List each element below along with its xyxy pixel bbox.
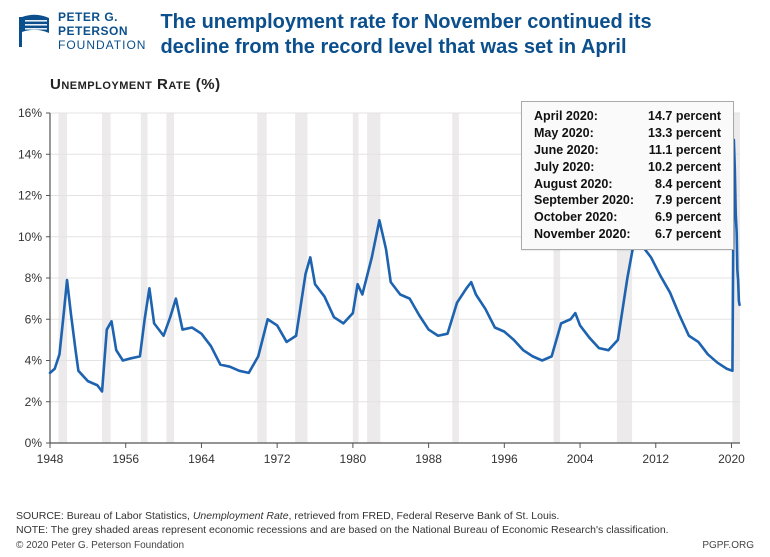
callout-label: May 2020: xyxy=(534,125,594,142)
callout-row: October 2020: 6.9 percent xyxy=(534,209,721,226)
logo: PETER G. PETERSON FOUNDATION xyxy=(16,10,146,52)
svg-text:8%: 8% xyxy=(25,271,43,285)
callout-row: April 2020: 14.7 percent xyxy=(534,108,721,125)
callout-label: September 2020: xyxy=(534,192,634,209)
svg-text:10%: 10% xyxy=(18,230,42,244)
chart-area: 0% 2% 4% 6% 8% 10% 12% 14% 16% 1948 1956 1964 1972 19… xyxy=(0,93,770,483)
callout-value: 10.2 percent xyxy=(648,159,721,176)
callout-value: 7.9 percent xyxy=(648,192,721,209)
callout-label: August 2020: xyxy=(534,176,613,193)
y-axis-title: Unemployment Rate (%) xyxy=(0,66,770,93)
svg-text:1972: 1972 xyxy=(264,452,291,466)
svg-text:1948: 1948 xyxy=(37,452,64,466)
svg-text:1988: 1988 xyxy=(415,452,442,466)
chart-title: The unemployment rate for November conti… xyxy=(160,10,720,60)
callout-value: 8.4 percent xyxy=(648,176,721,193)
logo-line1: PETER G. xyxy=(58,10,146,24)
svg-text:1964: 1964 xyxy=(188,452,215,466)
callout-label: October 2020: xyxy=(534,209,617,226)
svg-text:14%: 14% xyxy=(18,147,42,161)
svg-text:2004: 2004 xyxy=(567,452,594,466)
svg-text:2020: 2020 xyxy=(718,452,745,466)
svg-text:6%: 6% xyxy=(25,312,43,326)
svg-text:16%: 16% xyxy=(18,106,42,120)
logo-line3: FOUNDATION xyxy=(58,38,146,52)
source-line: SOURCE: Bureau of Labor Statistics, Unem… xyxy=(16,510,754,522)
callout-value: 6.9 percent xyxy=(648,209,721,226)
callout-label: July 2020: xyxy=(534,159,594,176)
source-suffix: , retrieved from FRED, Federal Reserve B… xyxy=(289,510,560,522)
footer: SOURCE: Bureau of Labor Statistics, Unem… xyxy=(16,510,754,551)
flag-icon xyxy=(16,13,52,49)
callout-row: November 2020: 6.7 percent xyxy=(534,226,721,243)
callout-value: 11.1 percent xyxy=(649,142,721,159)
footer-url: PGPF.ORG xyxy=(702,540,754,551)
callout-label: November 2020: xyxy=(534,226,631,243)
callout-label: April 2020: xyxy=(534,108,598,125)
logo-text: PETER G. PETERSON FOUNDATION xyxy=(58,10,146,52)
callout-row: June 2020: 11.1 percent xyxy=(534,142,721,159)
svg-text:4%: 4% xyxy=(25,354,43,368)
svg-text:12%: 12% xyxy=(18,189,42,203)
callout-value: 14.7 percent xyxy=(648,108,721,125)
callout-row: August 2020: 8.4 percent xyxy=(534,176,721,193)
callout-row: May 2020: 13.3 percent xyxy=(534,125,721,142)
note-line: NOTE: The grey shaded areas represent ec… xyxy=(16,524,754,536)
callout-row: September 2020: 7.9 percent xyxy=(534,192,721,209)
callout-label: June 2020: xyxy=(534,142,599,159)
svg-text:2%: 2% xyxy=(25,395,43,409)
svg-text:1956: 1956 xyxy=(112,452,139,466)
callout-box: April 2020: 14.7 percent May 2020: 13.3 per… xyxy=(521,101,734,250)
callout-value: 6.7 percent xyxy=(648,226,721,243)
source-italic: Unemployment Rate xyxy=(193,510,289,522)
callout-row: July 2020: 10.2 percent xyxy=(534,159,721,176)
logo-line2: PETERSON xyxy=(58,24,146,38)
svg-text:1980: 1980 xyxy=(340,452,367,466)
svg-text:2012: 2012 xyxy=(642,452,669,466)
source-prefix: SOURCE: Bureau of Labor Statistics, xyxy=(16,510,193,522)
copyright: © 2020 Peter G. Peterson Foundation xyxy=(16,540,184,551)
svg-text:0%: 0% xyxy=(25,436,43,450)
header: PETER G. PETERSON FOUNDATION The unemplo… xyxy=(0,0,770,66)
callout-value: 13.3 percent xyxy=(648,125,721,142)
svg-text:1996: 1996 xyxy=(491,452,518,466)
